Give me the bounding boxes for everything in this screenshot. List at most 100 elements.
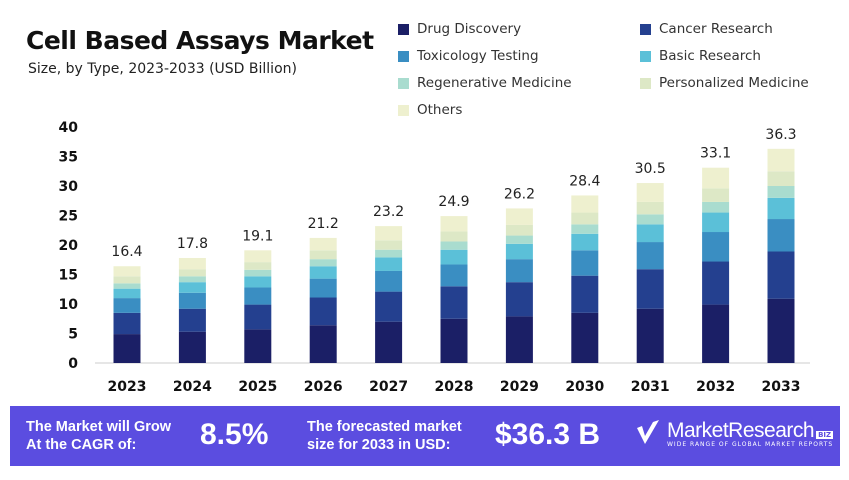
total-data-label: 30.5	[635, 161, 666, 177]
bar-segment-cancer-research	[636, 269, 664, 309]
x-tick-label: 2024	[173, 379, 212, 395]
bar-segment-toxicology-testing	[636, 242, 664, 270]
bar-segment-basic-research	[309, 266, 337, 279]
bar-segment-drug-discovery	[440, 318, 468, 363]
bar-segment-toxicology-testing	[309, 278, 337, 298]
legend-label: Personalized Medicine	[659, 75, 809, 91]
x-tick-label: 2025	[238, 379, 277, 395]
bar-segment-drug-discovery	[178, 331, 206, 363]
bar-segment-toxicology-testing	[178, 292, 206, 309]
bar-segment-cancer-research	[702, 261, 730, 305]
bar-segment-personalized-medicine	[113, 276, 141, 284]
bar-segment-cancer-research	[113, 312, 141, 335]
bar-segment-drug-discovery	[702, 304, 730, 363]
bar-segment-personalized-medicine	[440, 231, 468, 242]
stacked-bar-chart: 051015202530354016.4202317.8202419.12025…	[59, 120, 810, 395]
bar-segment-toxicology-testing	[113, 298, 141, 313]
bar-segment-regenerative-medicine	[244, 269, 272, 277]
bar-segment-drug-discovery	[767, 298, 795, 363]
legend-swatch	[398, 50, 409, 62]
bar-segment-toxicology-testing	[244, 287, 272, 305]
bar-segment-drug-discovery	[505, 316, 533, 363]
bar-segment-regenerative-medicine	[440, 241, 468, 250]
bar-segment-personalized-medicine	[375, 240, 403, 250]
brand-tagline: WIDE RANGE OF GLOBAL MARKET REPORTS	[667, 440, 834, 448]
forecast-label: The forecasted market size for 2033 in U…	[307, 418, 462, 454]
x-tick-label: 2033	[762, 379, 801, 395]
legend-label: Cancer Research	[659, 21, 773, 37]
bar-segment-regenerative-medicine	[571, 224, 599, 234]
bar-segment-others	[571, 195, 599, 213]
bar-segment-toxicology-testing	[767, 219, 795, 252]
bar-segment-others	[702, 167, 730, 189]
brand-logo: MarketResearch BIZ WIDE RANGE OF GLOBAL M…	[635, 418, 834, 448]
cagr-value: 8.5%	[200, 418, 269, 451]
cagr-label: The Market will Grow At the CAGR of:	[26, 418, 171, 454]
bar-segment-toxicology-testing	[440, 264, 468, 287]
bar-segment-drug-discovery	[309, 325, 337, 363]
legend-item: Basic Research	[640, 47, 840, 65]
legend-swatch	[640, 23, 651, 35]
x-tick-label: 2027	[369, 379, 408, 395]
x-tick-label: 2026	[304, 379, 343, 395]
total-data-label: 26.2	[504, 186, 535, 202]
bar-segment-others	[244, 250, 272, 263]
bar-segment-toxicology-testing	[571, 250, 599, 276]
bar-segment-regenerative-medicine	[702, 201, 730, 213]
legend-item: Cancer Research	[640, 20, 840, 38]
y-tick-label: 25	[59, 209, 78, 225]
checkmark-logo-icon	[637, 420, 659, 444]
footer-banner: The Market will Grow At the CAGR of: 8.5…	[10, 406, 840, 466]
bar-segment-drug-discovery	[375, 321, 403, 363]
total-data-label: 21.2	[308, 216, 339, 232]
bar-segment-personalized-medicine	[309, 250, 337, 260]
legend-swatch	[398, 23, 409, 35]
x-tick-label: 2030	[565, 379, 604, 395]
bar-segment-others	[505, 208, 533, 225]
bar-segment-cancer-research	[375, 291, 403, 322]
bar-segment-cancer-research	[178, 308, 206, 332]
legend-label: Regenerative Medicine	[417, 75, 572, 91]
bar-segment-basic-research	[244, 276, 272, 288]
forecast-label-line2: size for 2033 in USD:	[307, 437, 451, 453]
y-tick-label: 10	[59, 297, 79, 313]
y-tick-label: 35	[59, 150, 78, 166]
y-tick-label: 5	[68, 327, 78, 343]
bar-segment-regenerative-medicine	[767, 186, 795, 198]
total-data-label: 28.4	[569, 173, 600, 189]
x-tick-label: 2031	[631, 379, 670, 395]
bar-segment-basic-research	[375, 257, 403, 271]
bar-segment-regenerative-medicine	[178, 276, 206, 283]
bar-segment-toxicology-testing	[702, 232, 730, 262]
cagr-label-line1: The Market will Grow	[26, 419, 172, 435]
total-data-label: 16.4	[111, 244, 142, 260]
bar-segment-personalized-medicine	[767, 171, 795, 186]
legend-item: Drug Discovery	[398, 20, 640, 38]
x-tick-label: 2028	[435, 379, 474, 395]
bar-segment-toxicology-testing	[375, 270, 403, 292]
bar-segment-others	[767, 148, 795, 172]
total-data-label: 33.1	[700, 146, 731, 162]
total-data-label: 17.8	[177, 236, 208, 252]
bar-segment-basic-research	[178, 282, 206, 293]
forecast-label-line1: The forecasted market	[307, 419, 462, 435]
bar-segment-personalized-medicine	[505, 224, 533, 236]
total-data-label: 19.1	[242, 228, 273, 244]
y-tick-label: 0	[68, 356, 78, 372]
forecast-value: $36.3 B	[495, 418, 601, 451]
legend-swatch	[640, 77, 651, 89]
bar-segment-drug-discovery	[113, 334, 141, 363]
bar-segment-others	[309, 237, 337, 251]
bar-segment-regenerative-medicine	[505, 235, 533, 244]
bar-segment-regenerative-medicine	[375, 249, 403, 258]
bar-segment-others	[636, 183, 664, 202]
bar-segment-cancer-research	[505, 282, 533, 317]
x-tick-label: 2029	[500, 379, 539, 395]
bar-segment-drug-discovery	[636, 308, 664, 363]
legend-label: Others	[417, 102, 463, 118]
bar-segment-basic-research	[571, 233, 599, 251]
bar-segment-personalized-medicine	[178, 269, 206, 277]
legend-label: Toxicology Testing	[417, 48, 539, 64]
total-data-label: 36.3	[765, 127, 796, 143]
bar-segment-regenerative-medicine	[309, 259, 337, 267]
